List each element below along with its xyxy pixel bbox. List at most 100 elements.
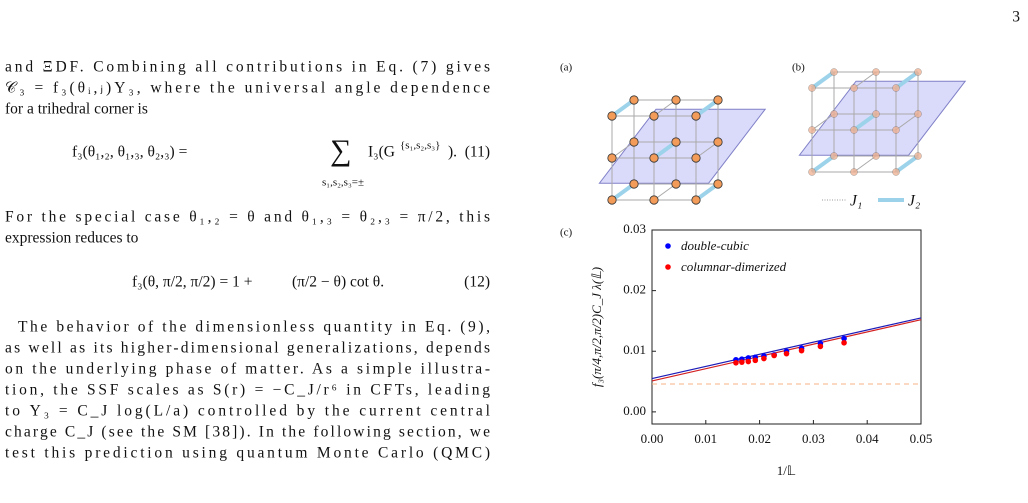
site bbox=[914, 110, 922, 118]
text-line: For the special case θ₁,₂ = θ and θ₁,₃ =… bbox=[5, 209, 490, 226]
x-tick-label: 0.03 bbox=[802, 431, 825, 446]
site bbox=[671, 137, 681, 147]
y-tick-label: 0.02 bbox=[623, 282, 646, 297]
site bbox=[808, 168, 816, 176]
data-point bbox=[733, 359, 739, 366]
equation-number: (11) bbox=[465, 144, 490, 161]
site bbox=[607, 153, 617, 163]
site bbox=[649, 195, 659, 205]
equation-lhs: f₃(θ₁,₂, θ₁,₃, θ₂,₃) = bbox=[72, 144, 187, 161]
x-tick-label: 0.01 bbox=[694, 431, 717, 446]
data-point bbox=[841, 335, 847, 342]
data-point bbox=[745, 358, 752, 365]
equation-superscript: {s₁,s₂,s₃} bbox=[400, 140, 440, 152]
data-point bbox=[817, 343, 824, 350]
j1-bond bbox=[853, 155, 877, 173]
data-point bbox=[783, 350, 790, 357]
j2-bond bbox=[810, 154, 836, 174]
site bbox=[629, 95, 639, 105]
text-line: as well as its higher-dimensional genera… bbox=[5, 340, 490, 357]
y-axis-label: f₃(π/4,π/2,π/2)C_J λ(𝕃) bbox=[589, 267, 604, 387]
text-line: on the underlying phase of matter. As a … bbox=[5, 361, 490, 378]
j1-bond bbox=[895, 113, 919, 131]
page-number: 3 bbox=[1012, 9, 1020, 26]
site bbox=[892, 168, 900, 176]
equation-term: (π/2 − θ) cot θ. bbox=[292, 274, 384, 291]
site bbox=[713, 95, 723, 105]
site bbox=[872, 110, 880, 118]
site bbox=[850, 84, 858, 92]
site bbox=[629, 137, 639, 147]
y-tick-label: 0.01 bbox=[623, 342, 646, 357]
legend-label: double-cubic bbox=[681, 238, 749, 253]
site bbox=[830, 110, 838, 118]
equation-lhs: f₃(θ, π/2, π/2) = 1 + bbox=[132, 274, 252, 291]
j1-bond bbox=[811, 113, 835, 131]
text-line: and ΞDF. Combining all contributions in … bbox=[5, 59, 490, 76]
site bbox=[872, 152, 880, 160]
bond-legend: J₂ bbox=[908, 193, 921, 210]
panel-label: (b) bbox=[792, 62, 805, 74]
j2-bond bbox=[810, 70, 836, 90]
text-line: for a trihedral corner is bbox=[5, 101, 148, 118]
site bbox=[914, 68, 922, 76]
site bbox=[671, 95, 681, 105]
data-point bbox=[739, 359, 745, 365]
data-point bbox=[798, 347, 805, 354]
legend-marker bbox=[665, 264, 671, 270]
x-tick-label: 0.04 bbox=[856, 431, 879, 446]
equation-term: I₃(G bbox=[368, 144, 395, 161]
lattice-illustration bbox=[598, 68, 967, 205]
text-line: tion, the SSF scales as S(r) = −C_J/r⁶ i… bbox=[5, 382, 490, 399]
y-tick-label: 0.03 bbox=[623, 221, 646, 236]
x-axis-label: 1/𝕃 bbox=[777, 463, 796, 478]
site bbox=[691, 111, 701, 121]
site bbox=[892, 126, 900, 134]
site bbox=[872, 68, 880, 76]
j1-bond bbox=[853, 71, 877, 89]
bond-legend: J₁ bbox=[850, 193, 862, 210]
site bbox=[713, 179, 723, 189]
panel-label: (c) bbox=[560, 227, 573, 239]
body-text: and ΞDF. Combining all contributions in … bbox=[5, 59, 490, 462]
site bbox=[850, 168, 858, 176]
j2-bond bbox=[894, 70, 920, 90]
text-line: test this prediction using quantum Monte… bbox=[5, 445, 490, 462]
site bbox=[629, 179, 639, 189]
site bbox=[914, 152, 922, 160]
plane bbox=[598, 108, 767, 184]
text-line: The behavior of the dimensionless quanti… bbox=[18, 319, 490, 336]
equation-under: s₁,s₂,s₃=± bbox=[322, 177, 364, 189]
j2-bond bbox=[852, 112, 878, 132]
text-line: 𝒞₃ = f₃(θᵢ,ⱼ)Υ₃, where the universal ang… bbox=[5, 80, 490, 97]
text-line: to Υ₃ = C_J log(L/a) controlled by the c… bbox=[5, 403, 490, 420]
fit-line bbox=[651, 317, 922, 380]
site bbox=[808, 126, 816, 134]
site bbox=[671, 179, 681, 189]
legend-label: columnar-dimerized bbox=[681, 259, 787, 274]
site bbox=[892, 84, 900, 92]
x-tick-label: 0.05 bbox=[910, 431, 933, 446]
site bbox=[691, 153, 701, 163]
j2-bond bbox=[894, 154, 920, 174]
site bbox=[830, 68, 838, 76]
site bbox=[850, 126, 858, 134]
data-point bbox=[761, 355, 767, 362]
text-line: charge C_J (see the SM [38]). In the fol… bbox=[5, 424, 490, 441]
text-line: expression reduces to bbox=[5, 230, 139, 247]
site bbox=[649, 153, 659, 163]
site bbox=[649, 111, 659, 121]
x-tick-label: 0.02 bbox=[748, 431, 771, 446]
data-point bbox=[752, 357, 759, 364]
y-tick-label: 0.00 bbox=[623, 403, 646, 418]
site bbox=[607, 195, 617, 205]
site bbox=[830, 152, 838, 160]
site bbox=[691, 195, 701, 205]
legend-marker bbox=[665, 243, 671, 249]
site bbox=[607, 111, 617, 121]
site bbox=[713, 137, 723, 147]
data-point bbox=[841, 339, 847, 346]
equation-operator: ∑ bbox=[330, 134, 351, 167]
x-tick-label: 0.00 bbox=[641, 431, 664, 446]
